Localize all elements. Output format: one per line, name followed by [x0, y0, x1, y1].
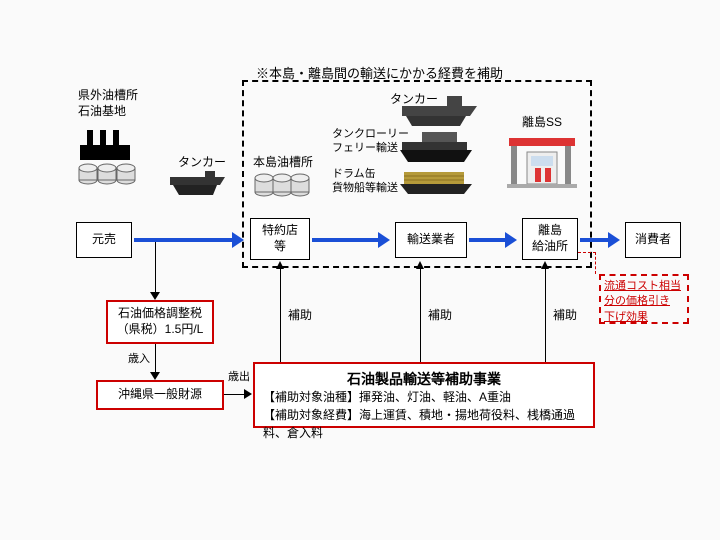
- arrow3: [469, 238, 507, 242]
- hojo2: 補助: [428, 308, 452, 324]
- node-motouri: 元売: [76, 222, 132, 258]
- tax-box: 石油価格調整税 （県税）1.5円/L: [106, 300, 214, 344]
- effect-box: 流通コスト相当 分の価格引き 下げ効果: [599, 274, 689, 324]
- zaigen-box: 沖縄県一般財源: [96, 380, 224, 410]
- arrowhead-down1: [150, 292, 160, 300]
- main-tank-icon: [252, 168, 312, 198]
- subsidy-title: 石油製品輸送等補助事業: [263, 370, 585, 388]
- arrow2: [312, 238, 380, 242]
- hojo-arrow3: [545, 267, 546, 362]
- gas-station-icon: [503, 128, 581, 198]
- drum-label: ドラム缶 貨物船等輸送: [332, 167, 398, 196]
- hojo-arrow1: [280, 267, 281, 362]
- arrowhead-right1: [244, 389, 252, 399]
- node-kyuyu: 離島 給油所: [522, 218, 578, 260]
- subsidy-line1: 【補助対象油種】揮発油、灯油、軽油、A重油: [263, 388, 585, 406]
- tanker2-icon: [392, 92, 482, 132]
- arrow1: [134, 238, 234, 242]
- node-tokuyaku: 特約店 等: [250, 218, 310, 260]
- hojo-arrow2: [420, 267, 421, 362]
- line-right1: [224, 394, 246, 395]
- red-connector: [578, 252, 596, 274]
- node-yuso: 輸送業者: [395, 222, 467, 258]
- subsidy-line2: 【補助対象経費】海上運賃、積地・揚地荷役料、桟橋通過料、倉入料: [263, 406, 585, 442]
- subsidy-box: 石油製品輸送等補助事業 【補助対象油種】揮発油、灯油、軽油、A重油 【補助対象経…: [253, 362, 595, 428]
- sainyu-label: 歳入: [128, 352, 150, 366]
- kengai-label: 県外油槽所 石油基地: [78, 88, 138, 119]
- effect-text: 流通コスト相当 分の価格引き 下げ効果: [604, 279, 684, 325]
- hojo3: 補助: [553, 308, 577, 324]
- cargo-icon: [392, 168, 482, 198]
- node-shohisha: 消費者: [625, 222, 681, 258]
- tanker1-icon: [165, 165, 230, 200]
- line-down1: [155, 242, 156, 296]
- hojo1: 補助: [288, 308, 312, 324]
- factory-icon: [72, 120, 142, 190]
- ferry-icon: [392, 130, 482, 166]
- arrow4: [580, 238, 610, 242]
- arrowhead-down2: [150, 372, 160, 380]
- saishutsu-label: 歳出: [228, 370, 250, 384]
